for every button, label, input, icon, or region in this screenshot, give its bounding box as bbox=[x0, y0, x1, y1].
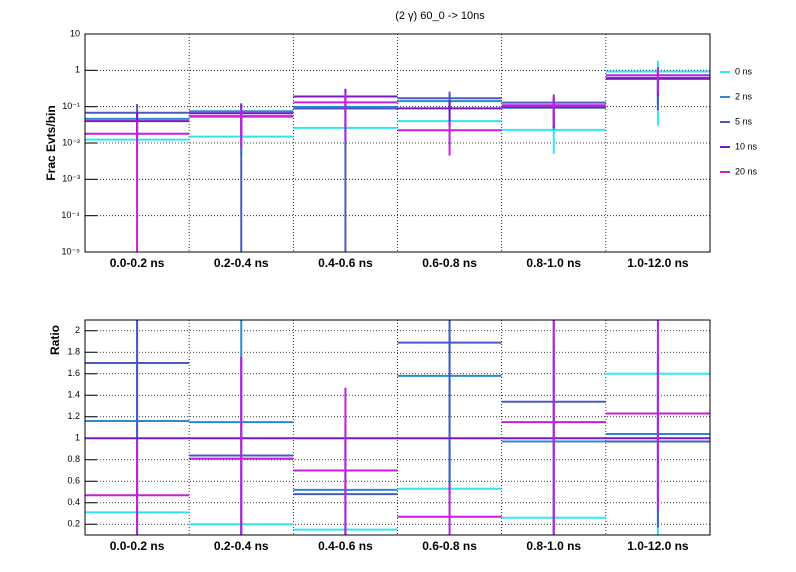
legend-label: 0 ns bbox=[735, 66, 753, 76]
y-tick-label: 0.4 bbox=[67, 497, 80, 507]
x-tick-label: 0.0-0.2 ns bbox=[110, 539, 165, 553]
plot-frame bbox=[84, 319, 711, 536]
y-tick-label: 1.8 bbox=[67, 347, 80, 357]
x-tick-label: 1.0-12.0 ns bbox=[627, 539, 689, 553]
legend-label: 5 ns bbox=[735, 116, 753, 126]
x-tick-label: 0.4-0.6 ns bbox=[318, 256, 373, 270]
y-tick-label: 10⁻¹ bbox=[62, 101, 80, 111]
y-tick-label: 10⁻² bbox=[62, 137, 80, 147]
x-tick-label: 0.0-0.2 ns bbox=[110, 256, 165, 270]
y-tick-label: 1.6 bbox=[67, 368, 80, 378]
y-tick-label: 10⁻⁴ bbox=[61, 210, 80, 220]
chart-title: (2 γ) 60_0 -> 10ns bbox=[395, 10, 485, 22]
x-tick-label: 0.2-0.4 ns bbox=[214, 539, 269, 553]
x-tick-label: 0.8-1.0 ns bbox=[526, 539, 581, 553]
legend-label: 20 ns bbox=[735, 166, 758, 176]
y-tick-label: 1.2 bbox=[67, 411, 80, 421]
legend-label: 10 ns bbox=[735, 141, 758, 151]
plot-frame bbox=[84, 33, 711, 253]
y-tick-label: 2 bbox=[75, 325, 80, 335]
x-tick-label: 1.0-12.0 ns bbox=[627, 256, 689, 270]
y-axis-title: Frac Evts/bin bbox=[44, 105, 58, 180]
y-tick-label: 0.6 bbox=[67, 476, 80, 486]
y-tick-label: 10 bbox=[70, 28, 80, 38]
legend-label: 2 ns bbox=[735, 91, 753, 101]
x-tick-label: 0.2-0.4 ns bbox=[214, 256, 269, 270]
x-tick-label: 0.6-0.8 ns bbox=[422, 256, 477, 270]
x-tick-label: 0.4-0.6 ns bbox=[318, 539, 373, 553]
y-tick-label: 0.8 bbox=[67, 454, 80, 464]
y-tick-label: 10⁻⁵ bbox=[62, 246, 81, 256]
y-tick-label: 1 bbox=[75, 65, 80, 75]
x-tick-label: 0.6-0.8 ns bbox=[422, 539, 477, 553]
x-tick-label: 0.8-1.0 ns bbox=[526, 256, 581, 270]
y-tick-label: 1.4 bbox=[67, 390, 80, 400]
y-tick-label: 1 bbox=[75, 433, 80, 443]
y-axis-title: Ratio bbox=[48, 325, 62, 355]
y-tick-label: 10⁻³ bbox=[62, 174, 80, 184]
y-tick-label: 0.2 bbox=[67, 519, 80, 529]
